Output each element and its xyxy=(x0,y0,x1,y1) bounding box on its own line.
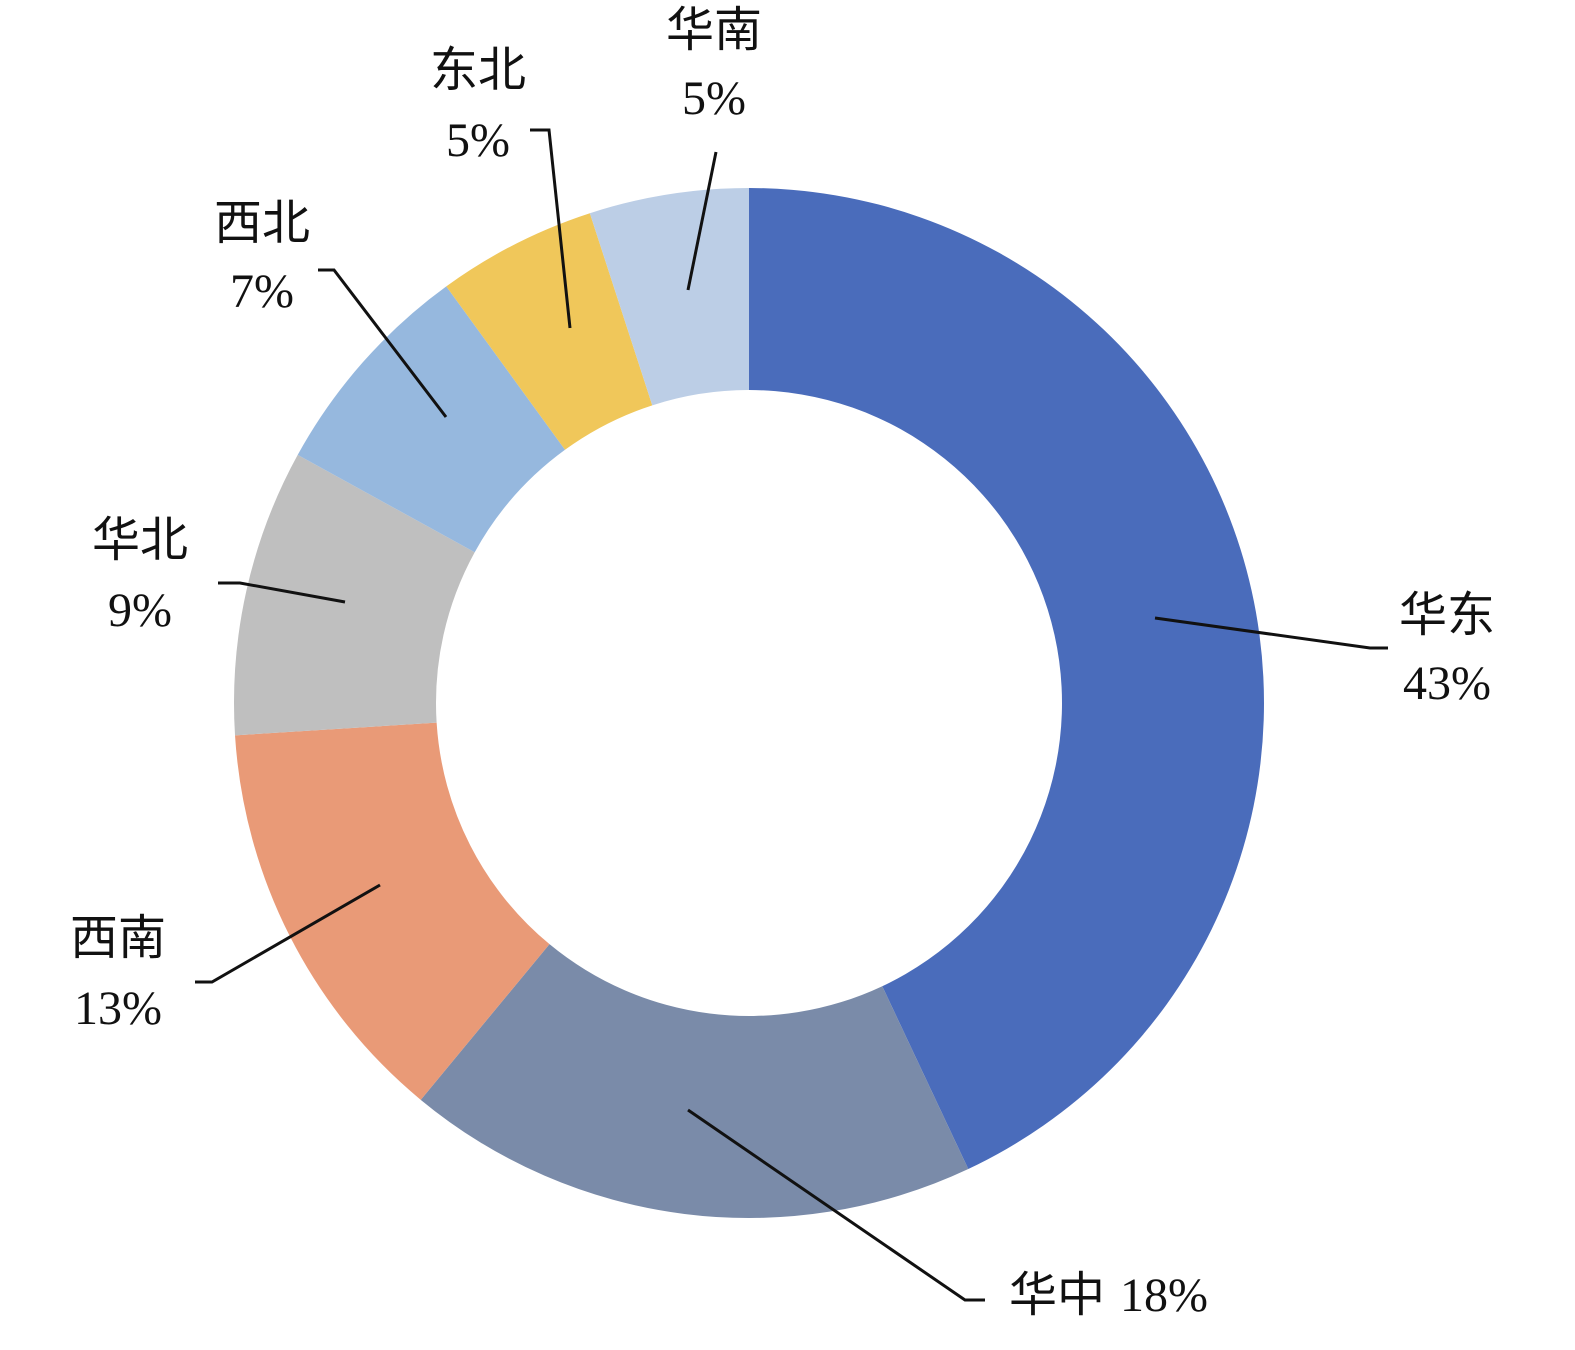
leader-line xyxy=(530,128,572,329)
leader-line xyxy=(686,151,718,291)
donut-segment xyxy=(420,944,969,1218)
donut-segment xyxy=(749,188,1265,1169)
category-label: 华中 xyxy=(1009,1269,1105,1322)
category-label: 西南 xyxy=(70,912,166,965)
leader-line xyxy=(687,1108,985,1302)
value-label: 7% xyxy=(230,265,294,318)
donut-segment xyxy=(235,722,550,1100)
value-label: 13% xyxy=(74,982,162,1035)
leader-line xyxy=(318,268,448,418)
donut-segment xyxy=(589,188,749,406)
leader-line xyxy=(1154,616,1388,650)
value-label: 18% xyxy=(1120,1269,1208,1322)
donut-segment xyxy=(234,454,475,736)
donut-segment xyxy=(297,286,566,553)
leader-line xyxy=(218,581,346,604)
donut-segment xyxy=(446,213,653,450)
value-label: 5% xyxy=(446,114,510,167)
category-label: 华南 xyxy=(666,4,762,57)
category-label: 东北 xyxy=(430,44,526,97)
category-label: 西北 xyxy=(214,197,310,250)
value-label: 9% xyxy=(108,584,172,637)
value-label: 43% xyxy=(1403,657,1491,710)
category-label: 华东 xyxy=(1399,589,1495,642)
category-label: 华北 xyxy=(92,514,188,567)
leader-line xyxy=(195,883,381,984)
value-label: 5% xyxy=(682,72,746,125)
